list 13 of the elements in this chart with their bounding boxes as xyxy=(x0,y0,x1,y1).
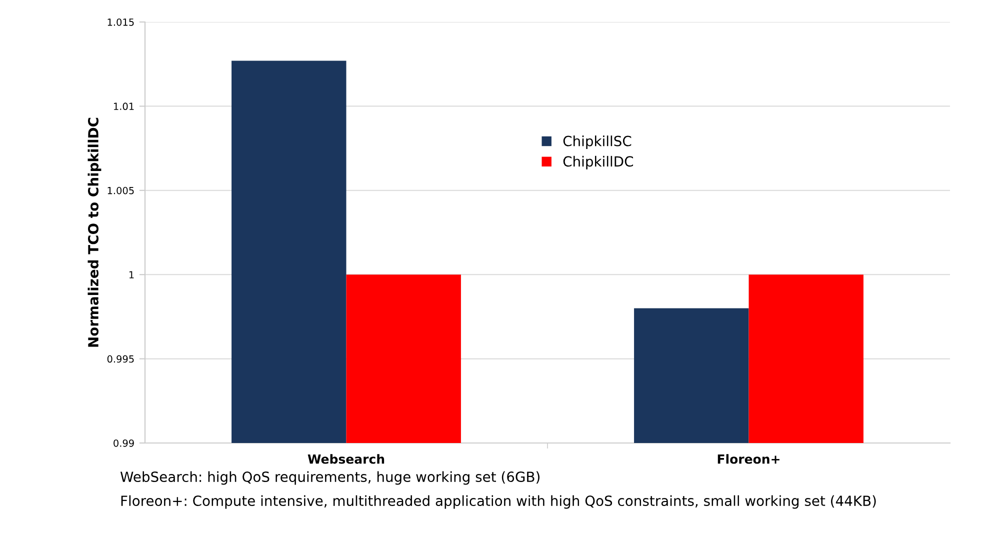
y-tick-label: 1 xyxy=(129,271,134,278)
text: Floreon+: Compute intensive, multithreaded application with high QoS constraints, small working set (44KB) xyxy=(121,495,876,509)
y-tick-label: 1.005 xyxy=(108,186,134,194)
y-axis-title: Normalized TCO to ChipkillDC xyxy=(88,118,102,347)
y-tick-label: 1.01 xyxy=(114,102,134,110)
y-tick-label: 0.995 xyxy=(107,355,134,363)
y-tick-label: 0.99 xyxy=(114,439,134,447)
x-tick-label: Websearch xyxy=(308,454,384,464)
x-tick-label: Floreon+ xyxy=(718,454,780,464)
legend-label: ChipkillSC xyxy=(563,136,632,149)
text: WebSearch: high QoS requirements, huge working set (6GB) xyxy=(120,471,540,485)
legend-label: ChipkillDC xyxy=(563,156,634,170)
y-tick-label: 1.015 xyxy=(108,18,134,26)
